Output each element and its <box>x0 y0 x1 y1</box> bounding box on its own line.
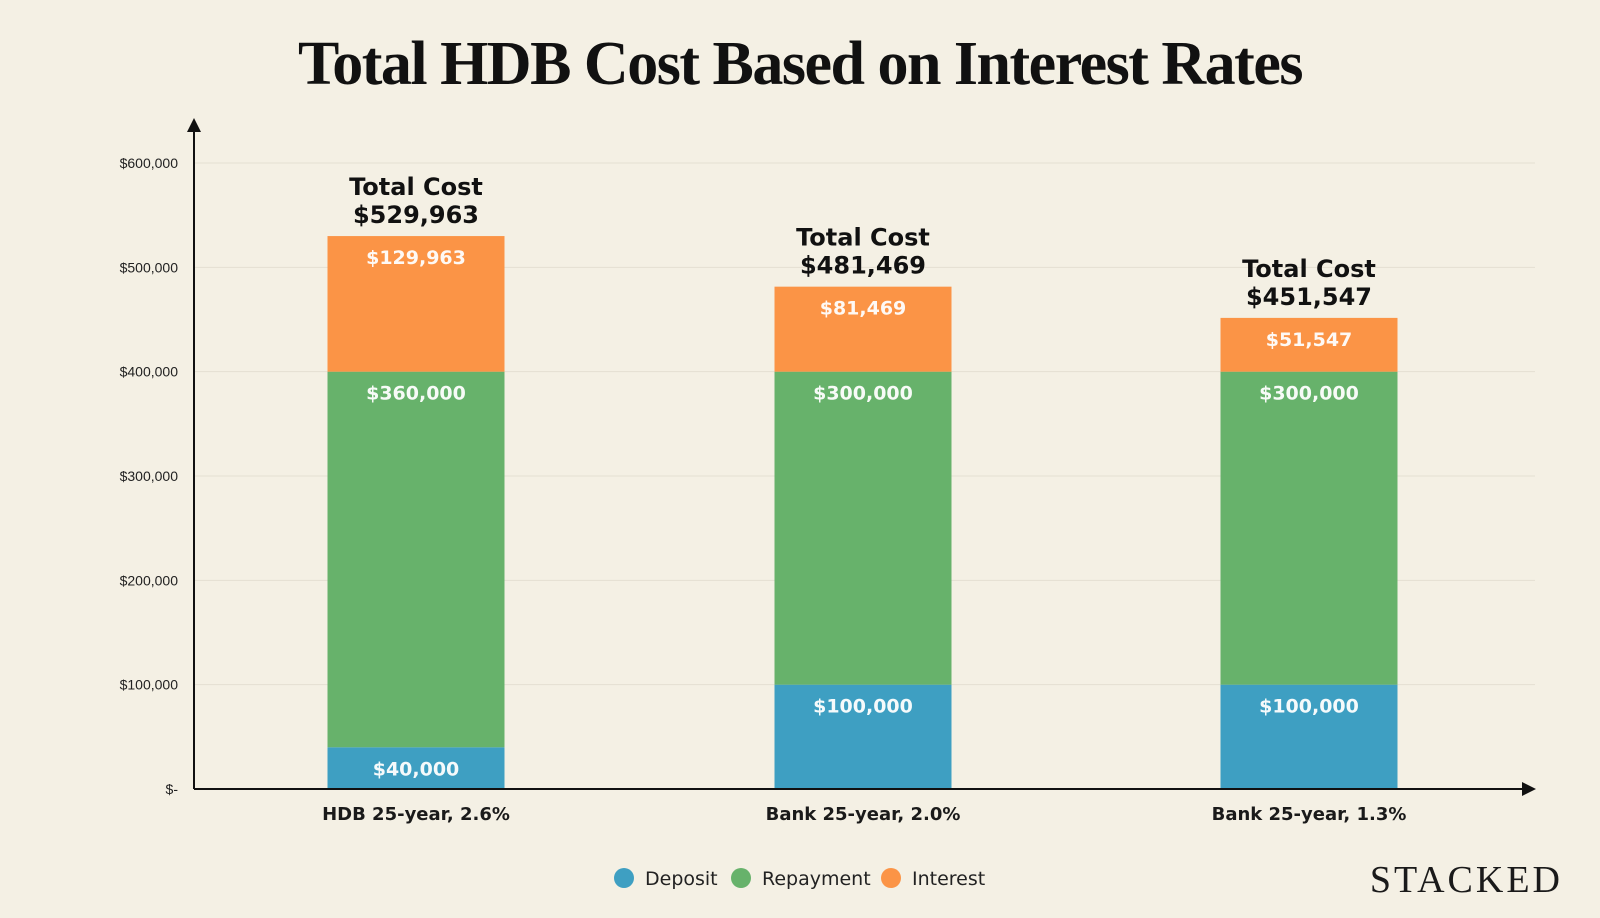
bar-segment-repayment <box>327 371 505 748</box>
brand-logo: STACKED <box>1370 859 1563 901</box>
data-label: $100,000 <box>813 696 913 718</box>
total-cost-caption: Total Cost <box>349 173 483 201</box>
bar-segment-interest <box>1220 317 1398 372</box>
bar-segment-deposit <box>327 747 505 789</box>
total-cost-value: $529,963 <box>353 201 479 229</box>
legend-label: Repayment <box>762 868 871 890</box>
data-label: $100,000 <box>1259 696 1359 718</box>
data-label: $51,547 <box>1266 329 1353 351</box>
axes <box>187 118 1536 796</box>
x-axis-ticks: HDB 25-year, 2.6% Bank 25-year, 2.0% Bank … <box>322 804 1406 825</box>
bar-segment-interest <box>327 236 505 372</box>
total-cost-caption: Total Cost <box>1242 255 1376 283</box>
bar-segment-repayment <box>1220 371 1398 685</box>
data-label: $40,000 <box>373 758 460 780</box>
y-axis-arrow <box>187 118 201 132</box>
total-cost-value: $481,469 <box>800 252 926 280</box>
data-label: $360,000 <box>366 383 466 405</box>
legend-marker-interest <box>881 868 901 888</box>
legend-label: Deposit <box>645 868 718 890</box>
bar-segment-interest <box>774 286 952 372</box>
data-label: $129,963 <box>366 247 466 269</box>
y-tick-label: $200,000 <box>120 572 179 588</box>
x-tick-label: HDB 25-year, 2.6% <box>322 804 510 825</box>
x-axis-arrow <box>1522 782 1536 796</box>
chart-title: Total HDB Cost Based on Interest Rates <box>298 30 1302 98</box>
legend-marker-repayment <box>731 868 751 888</box>
x-tick-label: Bank 25-year, 1.3% <box>1212 804 1407 825</box>
y-tick-label: $600,000 <box>120 155 179 171</box>
legend-marker-deposit <box>614 868 634 888</box>
data-label: $300,000 <box>1259 383 1359 405</box>
y-tick-label: $500,000 <box>120 259 179 275</box>
y-axis-ticks: $- $100,000 $200,000 $300,000 $400,000 $500,0… <box>120 155 179 797</box>
legend-label: Interest <box>912 868 985 890</box>
x-tick-label: Bank 25-year, 2.0% <box>766 804 961 825</box>
bar-segment-deposit <box>1220 684 1398 789</box>
total-cost-caption: Total Cost <box>796 224 930 252</box>
data-label: $300,000 <box>813 383 913 405</box>
bar-segment-deposit <box>774 684 952 789</box>
bar-segment-repayment <box>774 371 952 685</box>
y-tick-label: $100,000 <box>120 677 179 693</box>
total-cost-value: $451,547 <box>1246 283 1372 311</box>
data-label: $81,469 <box>820 298 907 320</box>
y-tick-label: $- <box>166 781 179 797</box>
legend: Deposit Repayment Interest <box>614 868 985 890</box>
y-tick-label: $300,000 <box>120 468 179 484</box>
y-tick-label: $400,000 <box>120 364 179 380</box>
